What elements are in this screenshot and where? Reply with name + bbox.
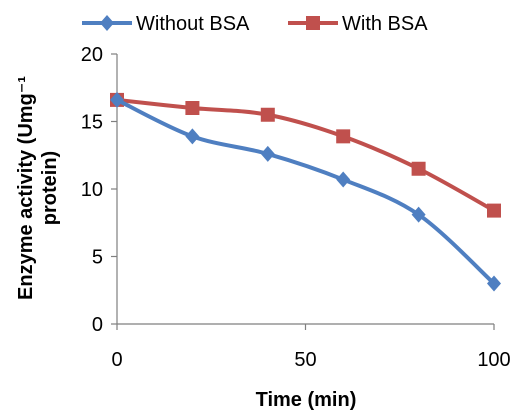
legend-label: With BSA <box>342 13 428 35</box>
y-tick-label: 15 <box>81 112 103 134</box>
series-line-without-bsa <box>116 98 496 285</box>
data-point-without-bsa <box>185 128 200 145</box>
x-tick-label: 50 <box>294 349 316 371</box>
y-axis-title: Enzyme activity (Umg⁻¹ protein) <box>15 76 61 300</box>
data-point-without-bsa <box>260 145 275 162</box>
data-point-with-bsa <box>185 101 200 115</box>
legend-item-with-bsa: With BSA <box>288 13 428 35</box>
y-tick-label: 20 <box>81 44 103 66</box>
data-point-with-bsa <box>487 203 501 218</box>
series-line-with-bsa <box>116 97 495 213</box>
series-without-bsa <box>110 91 501 292</box>
legend: Without BSA With BSA <box>82 13 428 35</box>
y-tick-label: 5 <box>92 247 103 269</box>
series-with-bsa <box>110 92 501 218</box>
y-tick-label: 0 <box>92 314 103 336</box>
series-group <box>110 91 501 292</box>
y-axis-title-line2: protein) <box>39 151 61 225</box>
data-point-with-bsa <box>411 161 426 176</box>
data-point-without-bsa <box>110 91 124 108</box>
data-point-without-bsa <box>411 206 426 223</box>
axes: 0 5 10 15 20 0 50 100 <box>81 44 511 371</box>
legend-label: Without BSA <box>136 13 250 35</box>
legend-marker <box>306 16 320 30</box>
legend-item-without-bsa: Without BSA <box>82 13 250 35</box>
x-tick-label: 0 <box>111 349 122 371</box>
x-tick-label: 100 <box>477 349 510 371</box>
data-point-without-bsa <box>336 171 351 188</box>
legend-marker <box>100 15 114 31</box>
x-axis-title: Time (min) <box>256 389 357 411</box>
data-point-without-bsa <box>487 275 501 292</box>
data-point-with-bsa <box>336 129 351 144</box>
y-axis-title-line1: Enzyme activity (Umg⁻¹ <box>15 76 37 300</box>
data-point-with-bsa <box>260 107 275 122</box>
y-tick-label: 10 <box>81 179 103 201</box>
